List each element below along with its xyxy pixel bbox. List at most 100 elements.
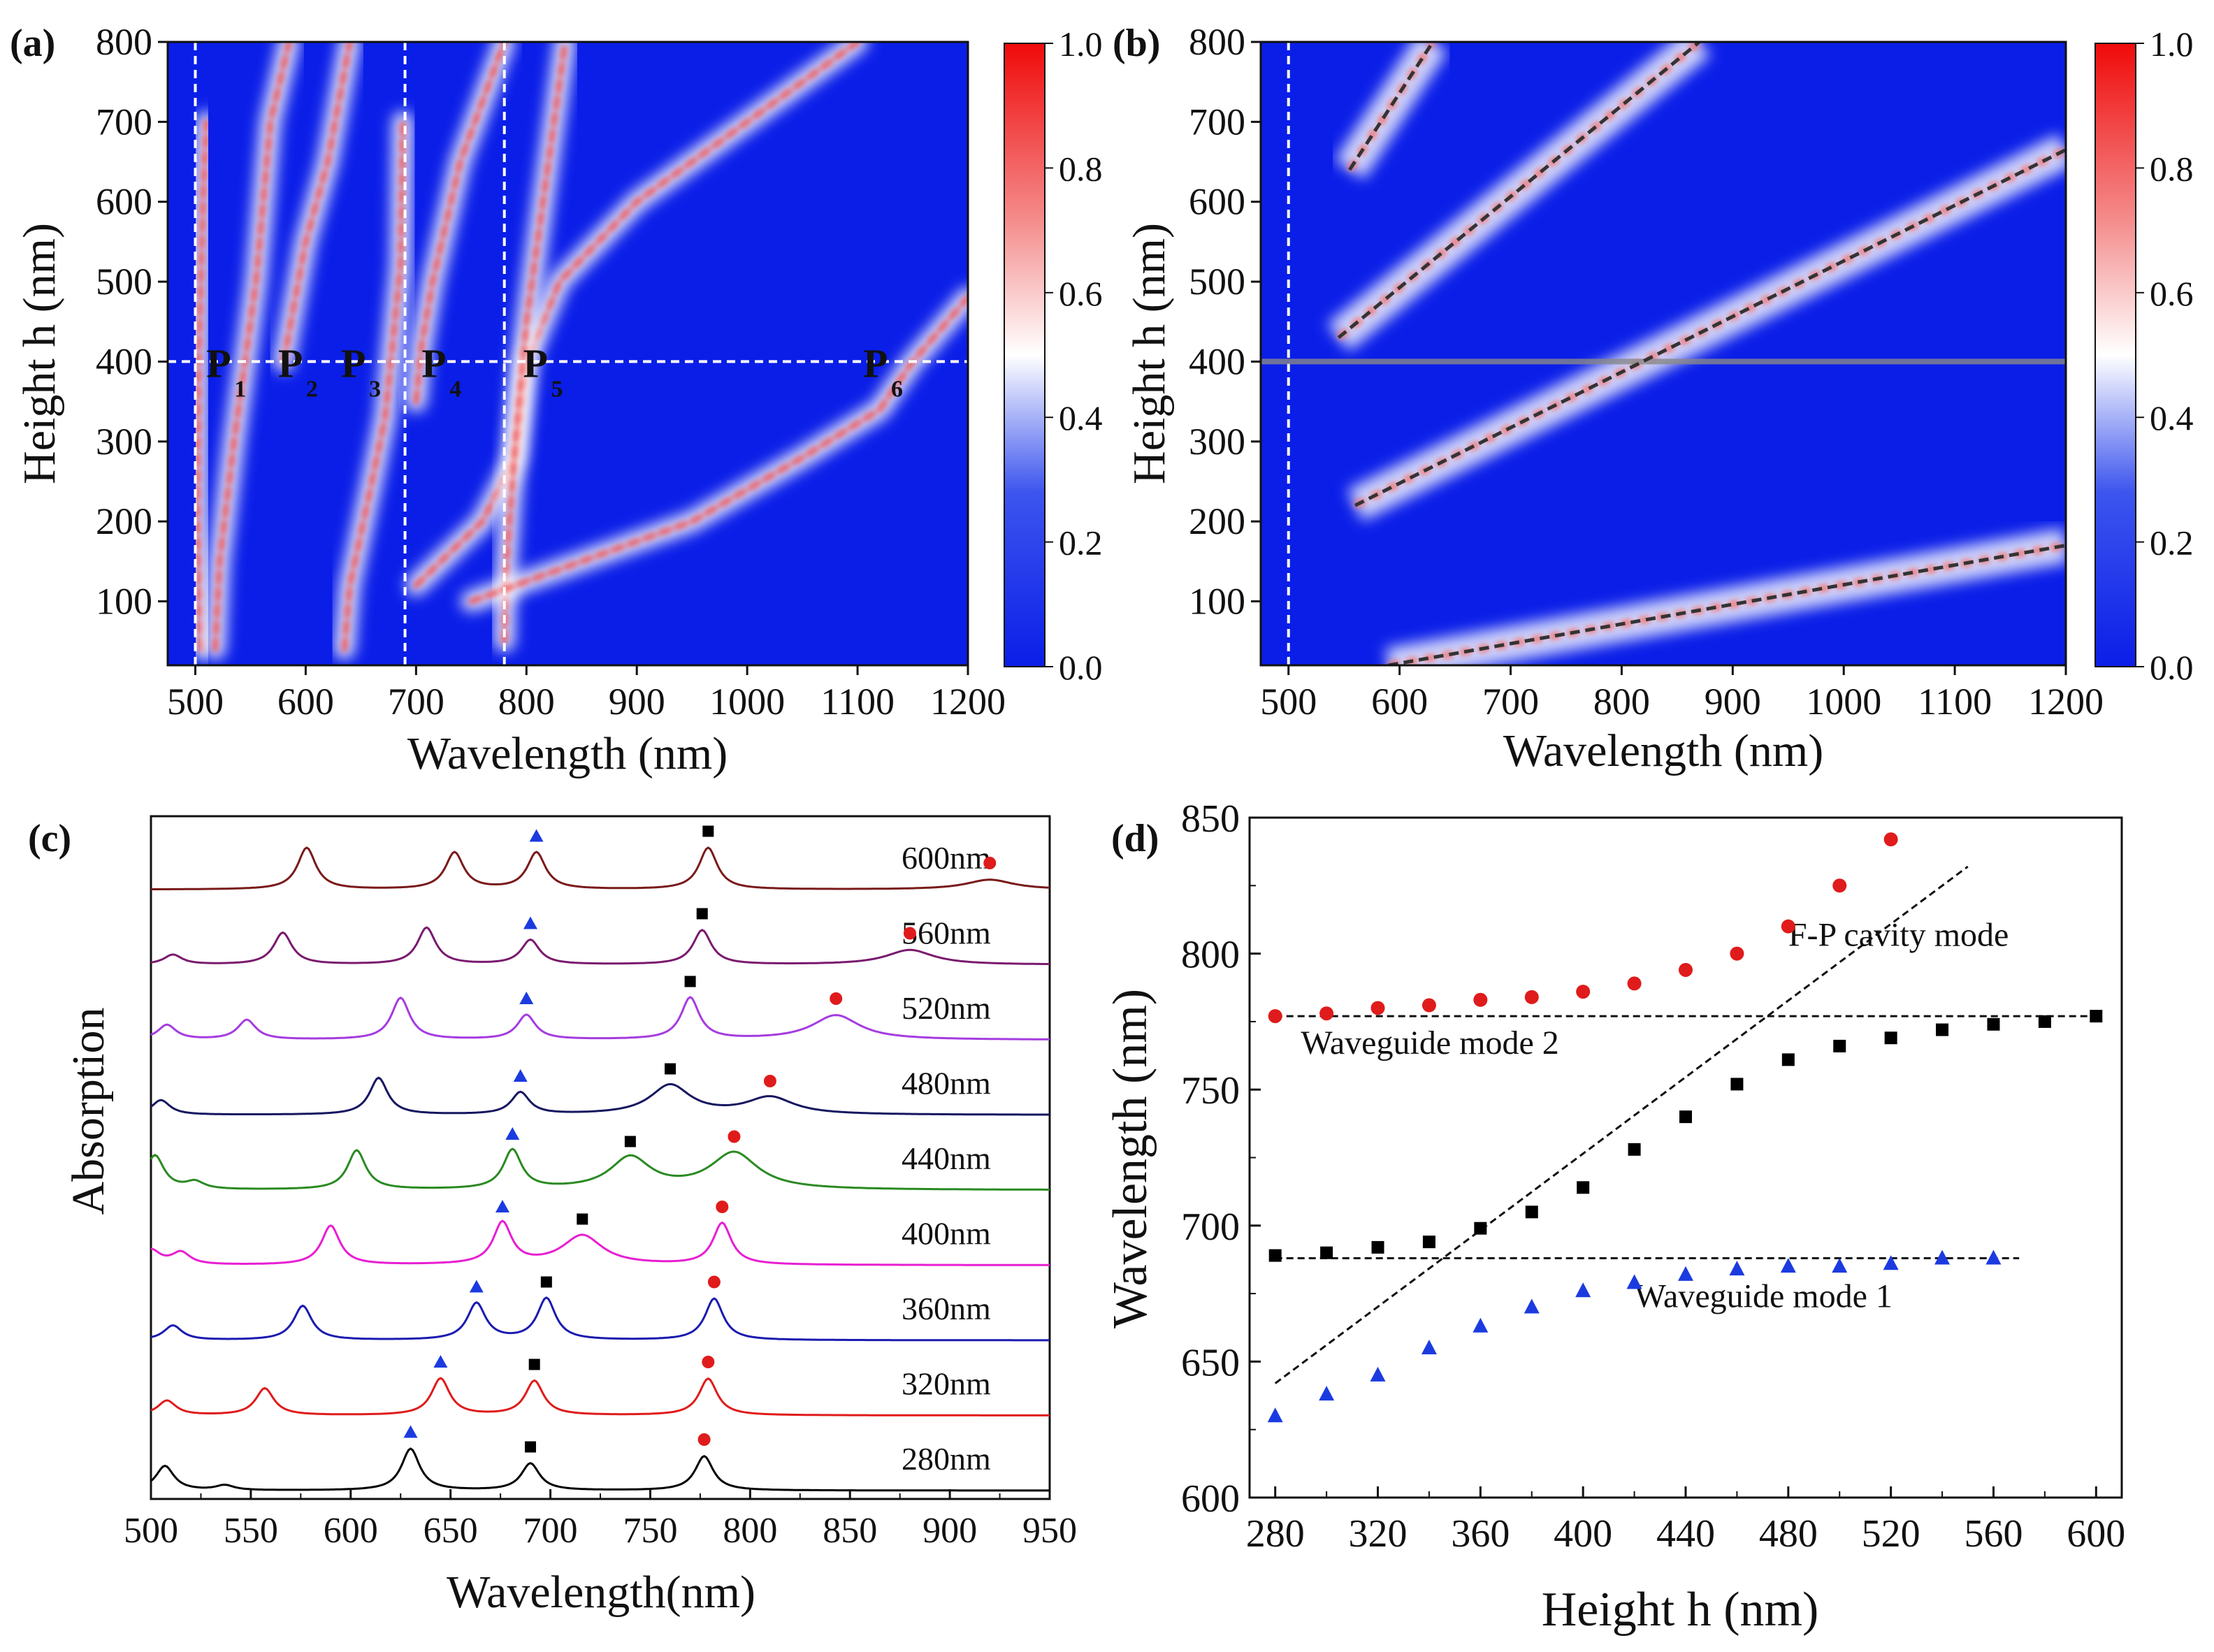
d-point-triangle	[1267, 1407, 1283, 1423]
a-ytick-label: 800	[96, 21, 152, 63]
b-ytick-label: 400	[1189, 340, 1245, 382]
panel-b-fit-lines	[1337, 42, 2066, 665]
panel-c-xlabel: Wavelength(nm)	[447, 1567, 755, 1618]
d-label-fp-cavity-mode: F-P cavity mode	[1788, 916, 2009, 953]
c-curve-360nm	[150, 1296, 1050, 1342]
b-xtick-label: 1000	[1806, 681, 1881, 723]
c-marker-triangle	[495, 1200, 509, 1212]
c-marker-square	[684, 976, 696, 987]
c-marker-square	[528, 1358, 540, 1370]
a-xtick-label: 1100	[820, 681, 895, 723]
c-series-label: 360nm	[902, 1291, 991, 1326]
c-xtick-label: 750	[623, 1511, 677, 1551]
d-point-square	[2038, 1015, 2051, 1028]
c-series-label: 560nm	[902, 915, 991, 951]
panel-c-ylabel: Absorption	[63, 1008, 114, 1215]
d-xtick-label: 400	[1554, 1512, 1612, 1556]
d-point-circle	[1524, 990, 1539, 1004]
b-xtick-label: 500	[1260, 681, 1317, 723]
c-curve-280nm	[150, 1447, 1050, 1492]
d-point-circle	[1679, 962, 1693, 977]
panel-a: 500 600 700 800 900 1000 1100 1200 100 200 300 400 5…	[10, 21, 1103, 779]
a-annotation-p4: P	[421, 340, 446, 386]
b-ytick-label: 100	[1189, 581, 1245, 623]
c-marker-circle	[702, 1356, 715, 1368]
panel-b-axes: 500 600 700 800 900 1000 1100 1200 100 200 300 400 5…	[1189, 21, 2104, 723]
a-ytick-label: 500	[96, 261, 152, 303]
c-marker-triangle	[523, 916, 537, 929]
d-point-circle	[1730, 946, 1744, 961]
a-annotation-p2: P	[278, 340, 303, 386]
d-point-square	[1679, 1110, 1692, 1124]
d-point-square	[1474, 1222, 1487, 1235]
b-ytick-label: 800	[1189, 21, 1245, 63]
d-ytick-label: 750	[1181, 1069, 1240, 1113]
d-point-triangle	[1473, 1317, 1489, 1333]
b-cb-tick-label: 0.4	[2150, 398, 2194, 437]
c-xtick-label: 850	[823, 1511, 877, 1551]
d-ytick-label: 700	[1181, 1205, 1240, 1249]
c-series-label: 440nm	[902, 1140, 991, 1176]
a-ytick-label: 200	[96, 500, 152, 542]
d-ytick-label: 650	[1181, 1341, 1240, 1384]
b-cb-tick-label: 0.0	[2150, 648, 2194, 687]
d-point-square	[1936, 1023, 1949, 1036]
d-point-triangle	[1934, 1249, 1951, 1265]
d-point-triangle	[1729, 1261, 1745, 1276]
b-fit-line	[1348, 42, 1435, 171]
d-point-triangle	[1421, 1339, 1437, 1354]
c-marker-circle	[763, 1075, 776, 1087]
c-marker-circle	[716, 1201, 729, 1213]
panel-d-reference-lines: Waveguide mode 2 Waveguide mode 1 F-P cavi…	[1274, 865, 2097, 1384]
d-xtick-label: 360	[1451, 1512, 1510, 1556]
panel-a-ylabel: Height h (nm)	[14, 223, 65, 484]
a-mode-branch	[413, 42, 861, 588]
d-point-circle	[1421, 998, 1436, 1013]
d-point-square	[1577, 1181, 1590, 1194]
d-xtick-label: 560	[1964, 1512, 2023, 1556]
a-annotation-sub6: 6	[891, 376, 903, 402]
b-fit-line	[1337, 42, 1701, 340]
d-xtick-label: 440	[1656, 1512, 1715, 1556]
a-cb-tick-label: 1.0	[1059, 24, 1103, 64]
panel-a-colorbar	[1004, 43, 1046, 667]
d-point-square	[1730, 1078, 1744, 1091]
c-xtick-label: 900	[922, 1511, 977, 1551]
d-label-waveguide-mode-1: Waveguide mode 1	[1635, 1278, 1893, 1315]
panel-b: 500 600 700 800 900 1000 1100 1200 100 200 300 400 5…	[1113, 21, 2194, 776]
c-marker-circle	[697, 1433, 711, 1446]
b-xtick-label: 600	[1371, 681, 1428, 723]
a-xtick-label: 600	[277, 681, 334, 723]
panel-c-curves: 280nm 320nm 360nm 400nm 440nm 480nm 520nm 560nm…	[150, 825, 1050, 1492]
d-point-square	[1268, 1249, 1282, 1262]
b-xtick-label: 1200	[2028, 681, 2104, 723]
d-xtick-label: 480	[1759, 1512, 1818, 1556]
c-marker-triangle	[505, 1127, 520, 1140]
c-marker-triangle	[433, 1355, 448, 1368]
d-point-triangle	[1883, 1255, 1899, 1270]
c-marker-triangle	[513, 1069, 528, 1082]
panel-d-points	[1267, 832, 2103, 1423]
a-xtick-label: 800	[498, 681, 555, 723]
panel-c-label: (c)	[28, 817, 71, 860]
c-marker-square	[665, 1063, 676, 1075]
c-xtick-label: 950	[1022, 1511, 1077, 1551]
a-ytick-label: 300	[96, 421, 152, 463]
c-curve-400nm	[150, 1219, 1050, 1266]
a-ytick-label: 600	[96, 181, 152, 223]
d-point-circle	[1576, 985, 1591, 999]
panel-a-axes: 500 600 700 800 900 1000 1100 1200 100 200 300 400 5…	[96, 21, 1006, 723]
d-point-circle	[1319, 1006, 1334, 1021]
d-point-triangle	[1780, 1258, 1796, 1273]
c-xtick-label: 650	[424, 1511, 478, 1551]
b-ytick-label: 200	[1189, 500, 1245, 542]
panel-b-colorbar	[2094, 43, 2136, 667]
panel-c: 280nm 320nm 360nm 400nm 440nm 480nm 520nm 560nm…	[28, 815, 1077, 1618]
panel-b-frame	[1259, 41, 2067, 667]
a-cb-tick-label: 0.0	[1059, 648, 1103, 687]
panel-b-ylabel: Height h (nm)	[1124, 223, 1175, 484]
c-series-label: 280nm	[902, 1441, 991, 1477]
c-curve-520nm	[150, 996, 1050, 1041]
b-xtick-label: 900	[1705, 681, 1761, 723]
